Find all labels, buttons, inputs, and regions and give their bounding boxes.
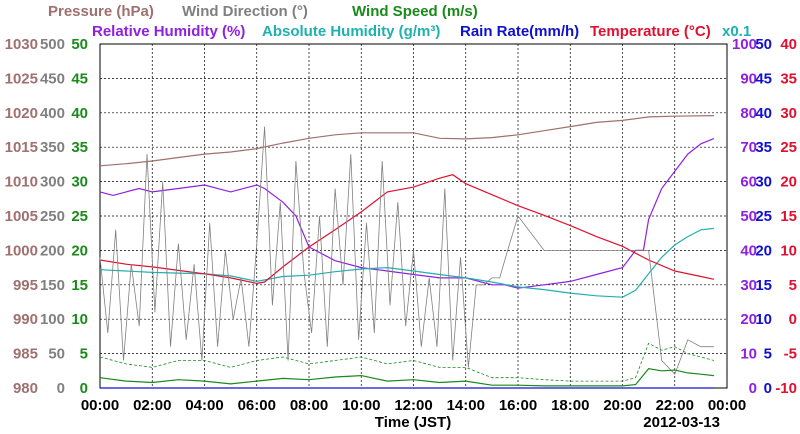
humidity-tick: 40 <box>740 242 757 259</box>
rain-rate-tick: 5 <box>764 346 772 363</box>
x-tick-label: 12:00 <box>394 397 432 414</box>
wind-direction-line <box>99 126 714 375</box>
legend-top-item: Pressure (hPa) <box>48 3 154 20</box>
wind-speed-tick: 40 <box>71 105 88 122</box>
temperature-tick: -10 <box>775 380 797 397</box>
pressure-tick: 1005 <box>5 208 38 225</box>
wind-direction-tick: 500 <box>40 36 65 53</box>
pressure-tick: 1000 <box>5 242 38 259</box>
temperature-tick: 20 <box>780 174 797 191</box>
wind-speed-tick: 5 <box>80 346 88 363</box>
temperature-tick: 25 <box>780 139 797 156</box>
humidity-tick: 0 <box>749 380 757 397</box>
legend-top-item: Wind Speed (m/s) <box>352 3 478 20</box>
pressure-tick: 995 <box>13 277 38 294</box>
x-tick-label: 04:00 <box>185 397 223 414</box>
wind-direction-tick: 150 <box>40 277 65 294</box>
temperature-tick: 0 <box>789 311 797 328</box>
legend-bottom-item: x0.1 <box>722 23 751 40</box>
rain-rate-tick: 15 <box>755 277 772 294</box>
x-tick-label: 20:00 <box>603 397 641 414</box>
pressure-tick: 980 <box>13 380 38 397</box>
wind-speed-tick: 50 <box>71 36 88 53</box>
wind-direction-tick: 50 <box>48 346 65 363</box>
x-tick-label: 10:00 <box>342 397 380 414</box>
wind-speed-tick: 20 <box>71 242 88 259</box>
rain-rate-tick: 10 <box>755 311 772 328</box>
pressure-tick: 990 <box>13 311 38 328</box>
humidity-tick: 100 <box>732 36 757 53</box>
humidity-tick: 70 <box>740 139 757 156</box>
rain-rate-tick: 30 <box>755 174 772 191</box>
pressure-tick: 1020 <box>5 105 38 122</box>
temperature-tick: 15 <box>780 208 797 225</box>
wind-speed-tick: 25 <box>71 208 88 225</box>
humidity-tick: 80 <box>740 105 757 122</box>
wind-speed-tick: 10 <box>71 311 88 328</box>
wind-direction-tick: 300 <box>40 174 65 191</box>
pressure-tick: 1025 <box>5 70 38 87</box>
wind-speed-tick: 45 <box>71 70 88 87</box>
x-tick-label: 02:00 <box>133 397 171 414</box>
pressure-tick: 1010 <box>5 174 38 191</box>
wind-speed-m-s-line <box>99 368 714 387</box>
humidity-tick: 20 <box>740 311 757 328</box>
wind-direction-tick: 250 <box>40 208 65 225</box>
x-tick-label: 00:00 <box>81 397 119 414</box>
legend-bottom-item: Temperature (°C) <box>590 23 711 40</box>
legend-top-item: Wind Direction (°) <box>182 3 308 20</box>
pressure-tick: 1030 <box>5 36 38 53</box>
temperature-tick: 30 <box>780 105 797 122</box>
rain-rate-tick: 45 <box>755 70 772 87</box>
x-tick-label: 06:00 <box>238 397 276 414</box>
rain-rate-tick: 25 <box>755 208 772 225</box>
wind-direction-tick: 400 <box>40 105 65 122</box>
wind-direction-tick: 450 <box>40 70 65 87</box>
x-axis-label: Time (JST) <box>375 414 451 431</box>
humidity-tick: 10 <box>740 346 757 363</box>
rain-rate-tick: 20 <box>755 242 772 259</box>
humidity-tick: 30 <box>740 277 757 294</box>
x-tick-label: 00:00 <box>708 397 746 414</box>
legend-bottom-item: Relative Humidity (%) <box>92 23 245 40</box>
rain-rate-tick: 35 <box>755 139 772 156</box>
x-tick-label: 14:00 <box>447 397 485 414</box>
temperature-tick: -5 <box>784 346 797 363</box>
x-tick-label: 16:00 <box>499 397 537 414</box>
rain-rate-tick: 40 <box>755 105 772 122</box>
wind-speed-tick: 35 <box>71 139 88 156</box>
wind-speed-gust-line <box>99 342 715 382</box>
relative-humidity-line <box>99 138 715 289</box>
legend-bottom-item: Rain Rate(mm/h) <box>460 23 579 40</box>
humidity-tick: 60 <box>740 174 757 191</box>
temperature-tick: 5 <box>789 277 797 294</box>
x-tick-label: 18:00 <box>551 397 589 414</box>
pressure-hpa-line <box>99 115 714 167</box>
wind-direction-tick: 350 <box>40 139 65 156</box>
humidity-tick: 90 <box>740 70 757 87</box>
absolute-humidity-g-m-line <box>99 227 714 298</box>
temperature-tick: 40 <box>780 36 797 53</box>
pressure-tick: 985 <box>13 346 38 363</box>
wind-direction-tick: 100 <box>40 311 65 328</box>
rain-rate-tick: 50 <box>755 36 772 53</box>
wind-speed-tick: 30 <box>71 174 88 191</box>
temperature-tick: 10 <box>780 242 797 259</box>
wind-speed-tick: 15 <box>71 277 88 294</box>
temperature-tick: 35 <box>780 70 797 87</box>
wind-direction-tick: 0 <box>57 380 65 397</box>
wind-speed-tick: 0 <box>80 380 88 397</box>
x-tick-label: 22:00 <box>656 397 694 414</box>
rain-rate-tick: 0 <box>764 380 772 397</box>
date-label: 2012-03-13 <box>643 414 720 431</box>
humidity-tick: 50 <box>740 208 757 225</box>
legend-bottom-item: Absolute Humidity (g/m³) <box>262 23 440 40</box>
pressure-tick: 1015 <box>5 139 38 156</box>
wind-direction-tick: 200 <box>40 242 65 259</box>
x-tick-label: 08:00 <box>290 397 328 414</box>
